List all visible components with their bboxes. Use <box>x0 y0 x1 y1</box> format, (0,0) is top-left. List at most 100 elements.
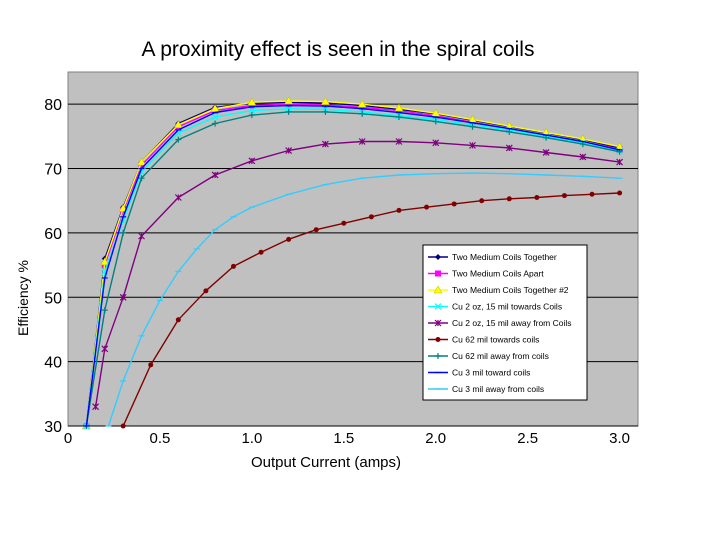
data-point <box>432 139 440 147</box>
series-5 <box>92 138 624 411</box>
data-point <box>313 227 319 233</box>
legend-item: Cu 3 mil toward coils <box>428 368 530 378</box>
legend-label: Cu 62 mil towards coils <box>452 335 539 345</box>
data-point <box>175 317 181 323</box>
data-point <box>368 214 374 220</box>
data-point <box>431 108 441 117</box>
legend-label: Two Medium Coils Together #2 <box>452 285 569 295</box>
legend-label: Two Medium Coils Together <box>452 252 557 262</box>
data-point <box>203 288 209 294</box>
data-point <box>101 345 109 353</box>
data-point <box>286 236 292 242</box>
legend-item: Cu 2 oz, 15 mil away from Coils <box>428 318 572 328</box>
y-tick-label: 50 <box>44 290 62 307</box>
data-point <box>138 232 145 240</box>
x-tick-label: 2.0 <box>425 430 446 447</box>
x-axis-ticks: 0 0.5 1.0 1.5 2.0 2.5 3.0 <box>64 430 630 447</box>
data-point <box>230 263 236 269</box>
data-point <box>616 158 624 166</box>
data-point <box>506 128 513 135</box>
data-point <box>435 337 441 342</box>
data-point <box>434 303 442 310</box>
data-point <box>435 270 441 277</box>
data-point <box>451 201 457 207</box>
data-point <box>212 120 219 127</box>
legend-box <box>422 244 588 401</box>
legend-label: Cu 62 mil away from coils <box>452 351 549 361</box>
legend-label: Cu 2 oz, 15 mil away from Coils <box>452 318 572 328</box>
y-tick-label: 30 <box>44 419 62 436</box>
x-tick-label: 0.5 <box>150 430 171 447</box>
data-point <box>100 257 110 266</box>
data-point <box>101 307 108 314</box>
data-point <box>542 149 550 156</box>
series-lines <box>81 96 625 430</box>
x-tick-label: 2.5 <box>517 430 538 447</box>
data-point <box>248 112 255 119</box>
data-point <box>534 195 540 201</box>
data-point <box>321 140 329 148</box>
data-point <box>138 175 145 182</box>
data-point <box>119 293 127 301</box>
y-tick-label: 40 <box>44 355 62 372</box>
chart-title: A proximity effect is seen in the spiral… <box>142 38 535 61</box>
series-9 <box>105 172 623 427</box>
legend-item: Two Medium Coils Apart <box>428 269 544 279</box>
legend-item: Two Medium Coils Together <box>428 252 557 262</box>
data-point <box>211 113 219 121</box>
data-point <box>92 403 100 411</box>
data-point <box>396 207 402 213</box>
data-point <box>433 285 443 294</box>
y-tick-label: 80 <box>44 97 62 114</box>
legend-label: Two Medium Coils Apart <box>452 269 544 279</box>
y-tick-label: 60 <box>44 226 62 243</box>
data-point <box>148 362 154 368</box>
legend-items: Two Medium Coils Together Two Medium Coil… <box>428 252 572 394</box>
legend-label: Cu 2 oz, 15 mil towards Coils <box>452 302 562 312</box>
data-point <box>247 97 257 106</box>
data-point <box>211 171 219 179</box>
legend: Two Medium Coils Together Two Medium Coil… <box>422 244 588 401</box>
data-point <box>173 120 183 129</box>
y-axis-ticks: 30 40 50 60 70 80 <box>44 97 62 436</box>
legend-label: Cu 3 mil away from coils <box>452 384 544 394</box>
data-point <box>359 110 366 117</box>
y-tick-label: 70 <box>44 162 62 179</box>
data-point <box>505 144 513 152</box>
data-point <box>469 141 476 149</box>
data-point <box>120 229 127 236</box>
legend-item: Cu 2 oz, 15 mil towards Coils <box>428 302 562 312</box>
legend-item: Cu 62 mil away from coils <box>428 351 549 361</box>
data-point <box>394 103 404 112</box>
data-point <box>479 198 485 204</box>
data-point <box>395 138 403 145</box>
x-axis-label: Output Current (amps) <box>251 454 401 471</box>
data-point <box>248 107 256 115</box>
data-point <box>506 196 512 202</box>
legend-item: Cu 3 mil away from coils <box>428 384 544 394</box>
data-point <box>561 193 567 199</box>
x-tick-label: 3.0 <box>609 430 630 447</box>
series-6 <box>120 190 623 429</box>
data-point <box>285 108 292 115</box>
legend-item: Two Medium Coils Together #2 <box>428 285 569 295</box>
x-tick-label: 1.5 <box>333 430 354 447</box>
data-point <box>435 353 441 359</box>
y-axis-label: Efficiency % <box>15 260 31 336</box>
data-point <box>469 123 476 130</box>
data-point <box>395 114 402 121</box>
data-point <box>285 147 293 154</box>
data-point <box>285 105 293 113</box>
series-8 <box>83 104 623 427</box>
data-point <box>248 157 256 165</box>
data-point <box>434 319 442 327</box>
data-point <box>589 191 595 197</box>
legend-label: Cu 3 mil toward coils <box>452 368 530 378</box>
data-point <box>322 108 329 115</box>
data-point <box>424 204 430 210</box>
x-tick-label: 1.0 <box>241 430 262 447</box>
data-point <box>432 118 439 125</box>
data-point <box>435 254 441 260</box>
data-point <box>175 136 182 143</box>
